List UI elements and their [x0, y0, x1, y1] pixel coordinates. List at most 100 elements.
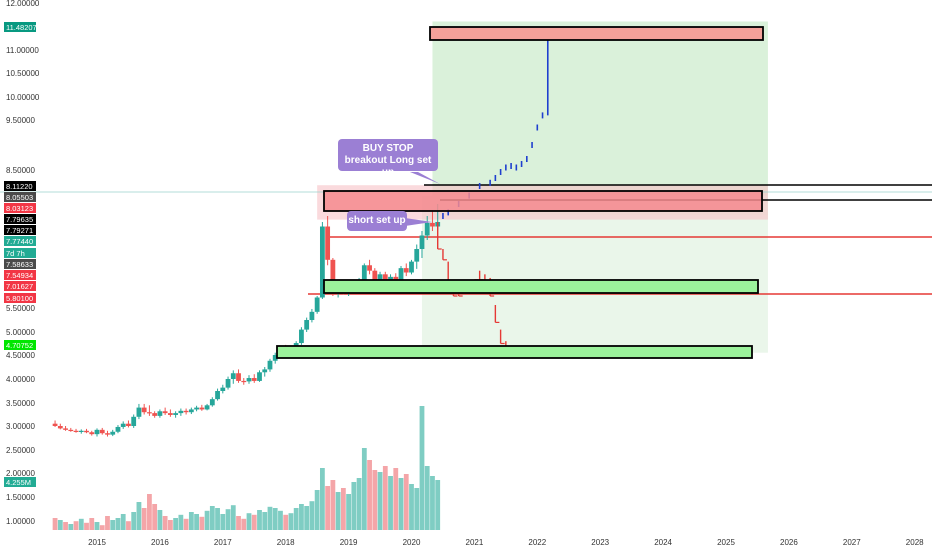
volume-bar: [136, 502, 142, 530]
volume-bar: [356, 478, 362, 530]
x-tick-label: 2028: [906, 538, 924, 547]
price-badge-label: 8.05503: [6, 193, 33, 202]
candle-body: [99, 429, 105, 434]
volume-bar: [414, 488, 420, 530]
volume-bar: [340, 488, 346, 530]
volume-bar: [120, 514, 126, 530]
candle-body: [115, 426, 121, 432]
volume-bar: [419, 406, 425, 530]
volume-bar: [409, 484, 414, 530]
volume-bar: [241, 518, 247, 530]
volume-bar: [325, 486, 331, 530]
candle-body: [251, 378, 257, 381]
y-tick-label: 4.00000: [6, 375, 35, 384]
price-badge: [4, 203, 36, 213]
price-badge-label: 5.80100: [6, 294, 33, 303]
volume-bar: [272, 508, 278, 530]
price-badge: [4, 281, 36, 291]
price-badge: [4, 214, 36, 224]
price-badge-label: 7d 7h: [6, 249, 25, 258]
volume-bar: [188, 512, 194, 530]
volume-bar: [178, 514, 184, 530]
y-tick-label: 10.00000: [6, 93, 40, 102]
y-tick-label: 4.50000: [6, 351, 35, 360]
candle-body: [162, 411, 168, 414]
price-badge: [4, 270, 36, 280]
price-badge: [4, 181, 36, 191]
volume-bar: [52, 518, 58, 530]
volume-bar: [351, 482, 357, 530]
candle-body: [398, 268, 404, 281]
candle-body: [430, 222, 435, 227]
y-tick-label: 5.00000: [6, 328, 35, 337]
price-badge-label: 4.255M: [6, 478, 31, 487]
y-tick-label: 2.50000: [6, 446, 35, 455]
candle-body: [199, 407, 205, 410]
y-tick-label: 10.50000: [6, 69, 40, 78]
volume-bar: [147, 494, 152, 530]
y-tick-label: 8.50000: [6, 166, 35, 175]
volume-bar: [94, 522, 100, 530]
candle-body: [84, 430, 89, 433]
x-tick-label: 2015: [88, 538, 106, 547]
candle-body: [63, 428, 68, 430]
candle-body: [414, 249, 420, 262]
volume-bar: [314, 490, 320, 530]
volume-bar: [283, 514, 289, 530]
y-tick-label: 12.00000: [6, 0, 40, 8]
x-tick-label: 2024: [654, 538, 672, 547]
volume-bar: [257, 510, 262, 530]
volume-bar: [99, 525, 105, 530]
volume-bar: [388, 476, 393, 530]
volume-bar: [319, 468, 325, 530]
volume-bar: [84, 522, 89, 530]
candle-body: [267, 360, 273, 370]
price-badge: [4, 225, 36, 235]
candle-body: [304, 320, 310, 330]
volume-bar: [372, 470, 378, 530]
volume-bar: [162, 516, 168, 530]
price-badge: [4, 293, 36, 303]
volume-bar: [430, 476, 435, 530]
candle-body: [236, 373, 241, 381]
candle-body: [167, 413, 173, 415]
candle-body: [120, 423, 126, 427]
volume-bar: [246, 513, 252, 530]
volume-bar: [267, 506, 273, 530]
candle-body: [94, 429, 100, 435]
demand-box-upper: [323, 279, 759, 294]
x-tick-label: 2027: [843, 538, 861, 547]
volume-bar: [367, 460, 372, 530]
volume-bar: [435, 480, 441, 530]
x-tick-label: 2017: [214, 538, 232, 547]
candle-body: [246, 378, 252, 382]
buy-stop-callout-line2: breakout Long set up: [344, 155, 432, 178]
volume-bar: [183, 518, 189, 530]
short-setup-callout-pointer: [405, 218, 432, 226]
candle-body: [377, 274, 383, 280]
buy-stop-callout-line1: BUY STOP: [362, 143, 414, 154]
candle-body: [73, 430, 79, 432]
price-badge-label: 7.54934: [6, 271, 33, 280]
price-badge: [4, 340, 36, 350]
candles-layer: [52, 204, 441, 437]
price-badge-label: 8.03123: [6, 204, 33, 213]
candle-body: [194, 407, 199, 410]
volume-bar: [424, 466, 430, 530]
volume-bar: [382, 466, 388, 530]
supply-box: [323, 190, 763, 212]
y-tick-label: 11.00000: [6, 46, 39, 55]
candle-body: [126, 423, 131, 426]
volume-bar: [141, 508, 147, 530]
candle-body: [157, 411, 163, 416]
price-badge-label: 7.79635: [6, 215, 33, 224]
volume-bar: [251, 514, 257, 530]
price-badge: [4, 477, 36, 487]
x-tick-label: 2026: [780, 538, 798, 547]
short-setup-callout[interactable]: short set up: [347, 211, 407, 231]
y-tick-label: 3.50000: [6, 399, 35, 408]
volume-bar: [215, 508, 220, 530]
volume-bar: [157, 510, 163, 530]
x-tick-label: 2023: [591, 538, 609, 547]
buy-stop-callout[interactable]: BUY STOP breakout Long set up: [338, 139, 438, 178]
